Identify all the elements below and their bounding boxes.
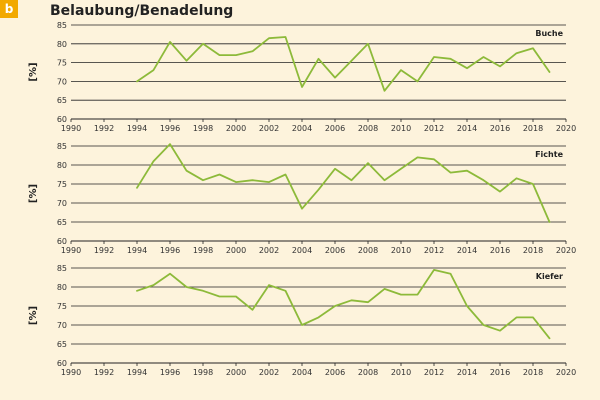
x-tick-label: 2004: [292, 246, 312, 255]
x-tick-label: 2002: [259, 124, 279, 133]
x-tick-label: 2008: [358, 246, 378, 255]
chart-1: 60 65 70 75 80 85 1990 1992 1994 1996 1998 2000 2002…: [28, 21, 576, 133]
x-tick-label: 2018: [523, 246, 543, 255]
x-tick-label: 1994: [127, 124, 147, 133]
x-tick-label: 1996: [160, 124, 180, 133]
x-tick-label: 1994: [127, 246, 147, 255]
x-tick-label: 1992: [94, 124, 114, 133]
figure-title: Belaubung/Benadelung: [50, 3, 234, 19]
series-line: [136, 268, 551, 340]
y-tick-label: 65: [57, 218, 67, 227]
x-tick-label: 2014: [457, 368, 477, 377]
y-tick-label: 75: [57, 59, 67, 68]
x-tick-label: 2010: [391, 246, 411, 255]
x-tick-label: 2012: [424, 368, 444, 377]
x-tick-label: 1996: [160, 368, 180, 377]
y-tick-label: 85: [57, 21, 67, 30]
y-tick-label: 60: [57, 115, 67, 124]
y-axis-label: [%]: [28, 62, 39, 81]
x-tick-label: 2012: [424, 246, 444, 255]
x-tick-label: 2004: [292, 124, 312, 133]
y-tick-label: 80: [57, 283, 67, 292]
x-tick-label: 2020: [556, 124, 576, 133]
panel-badge: b: [0, 0, 18, 18]
chart-3: 60 65 70 75 80 85 1990 1992 1994 1996 1998 2000 2002…: [28, 264, 576, 377]
x-tick-label: 1998: [193, 246, 213, 255]
x-tick-label: 2006: [325, 124, 345, 133]
x-tick-label: 2008: [358, 368, 378, 377]
chart-2: 60 65 70 75 80 85 1990 1992 1994 1996 1998 2000 2002…: [28, 142, 576, 255]
x-tick-label: 1992: [94, 368, 114, 377]
y-tick-label: 60: [57, 237, 67, 246]
x-tick-label: 1996: [160, 246, 180, 255]
x-tick-label: 2006: [325, 368, 345, 377]
x-tick-label: 1990: [61, 368, 81, 377]
x-tick-label: 2004: [292, 368, 312, 377]
x-tick-label: 2016: [490, 246, 510, 255]
series-line: [136, 143, 551, 223]
x-tick-label: 2000: [226, 124, 246, 133]
series-line: [136, 36, 551, 92]
x-tick-label: 2016: [490, 368, 510, 377]
y-axis-label: [%]: [28, 184, 39, 203]
x-tick-label: 2014: [457, 124, 477, 133]
y-tick-label: 75: [57, 302, 67, 311]
x-tick-label: 1998: [193, 124, 213, 133]
x-tick-label: 1994: [127, 368, 147, 377]
x-tick-label: 2018: [523, 368, 543, 377]
x-tick-label: 2020: [556, 368, 576, 377]
x-tick-label: 2010: [391, 368, 411, 377]
x-tick-label: 2014: [457, 246, 477, 255]
x-tick-label: 2012: [424, 124, 444, 133]
y-axis-label: [%]: [28, 306, 39, 325]
x-tick-label: 2008: [358, 124, 378, 133]
y-tick-label: 70: [57, 77, 67, 86]
x-tick-label: 2002: [259, 246, 279, 255]
y-tick-label: 65: [57, 340, 67, 349]
x-tick-label: 2006: [325, 246, 345, 255]
x-tick-label: 1990: [61, 246, 81, 255]
y-tick-label: 70: [57, 199, 67, 208]
x-tick-label: 2016: [490, 124, 510, 133]
x-tick-label: 2002: [259, 368, 279, 377]
y-tick-label: 60: [57, 359, 67, 368]
x-tick-label: 1998: [193, 368, 213, 377]
y-tick-label: 85: [57, 142, 67, 151]
y-tick-label: 80: [57, 161, 67, 170]
y-tick-label: 80: [57, 40, 67, 49]
y-tick-label: 65: [57, 96, 67, 105]
x-tick-label: 1992: [94, 246, 114, 255]
x-tick-label: 2020: [556, 246, 576, 255]
x-tick-label: 2010: [391, 124, 411, 133]
x-tick-label: 1990: [61, 124, 81, 133]
chart-title: Fichte: [535, 150, 563, 159]
x-tick-label: 2000: [226, 368, 246, 377]
y-tick-label: 85: [57, 264, 67, 273]
y-tick-label: 70: [57, 321, 67, 330]
x-tick-label: 2018: [523, 124, 543, 133]
chart-title: Buche: [535, 29, 563, 38]
chart-title: Kiefer: [536, 272, 563, 281]
x-tick-label: 2000: [226, 246, 246, 255]
y-tick-label: 75: [57, 180, 67, 189]
